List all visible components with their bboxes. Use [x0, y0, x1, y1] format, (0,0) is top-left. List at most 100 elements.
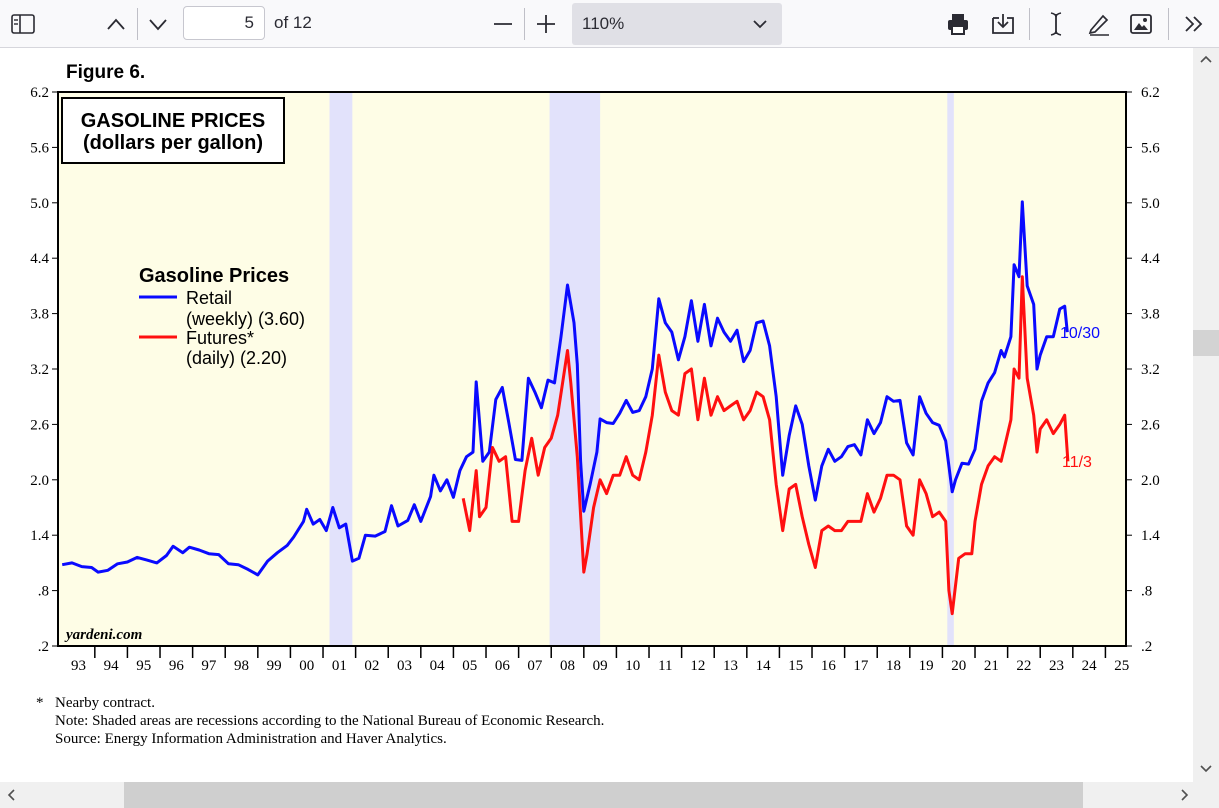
futures-end-label: 11/3 [1062, 454, 1092, 471]
x-tick-label: 99 [267, 658, 282, 674]
legend-title: Gasoline Prices [139, 265, 289, 287]
zoom-out-button[interactable] [491, 12, 515, 36]
x-tick-label: 96 [169, 658, 185, 674]
x-tick-label: 24 [1082, 658, 1098, 674]
page-number-input[interactable] [183, 6, 265, 40]
pdf-toolbar: of 12 110% [0, 0, 1219, 48]
x-tick-label: 10 [625, 658, 640, 674]
recession-band [549, 92, 601, 646]
draw-tool-button[interactable] [1086, 11, 1112, 37]
zoom-select[interactable]: 110% [572, 3, 782, 45]
x-tick-label: 95 [136, 658, 151, 674]
x-tick-label: 08 [560, 658, 575, 674]
x-tick-label: 17 [853, 658, 869, 674]
y-tick-label-right: 2.6 [1141, 417, 1160, 433]
y-tick-label-right: 4.4 [1141, 251, 1160, 267]
footnote-note: Note: Shaded areas are recessions accord… [55, 713, 604, 729]
toolbar-divider [137, 8, 138, 40]
scroll-down-arrow-icon[interactable] [1200, 762, 1212, 777]
chart-subtitle: (dollars per gallon) [83, 132, 263, 154]
x-tick-label: 15 [788, 658, 803, 674]
chevron-down-icon [149, 19, 167, 31]
y-tick-label-right: 6.2 [1141, 85, 1160, 101]
legend-label-retail: Retail [186, 288, 232, 308]
pen-icon [1088, 14, 1109, 36]
y-tick-label-left: 3.8 [30, 307, 49, 323]
x-tick-label: 07 [527, 658, 543, 674]
x-tick-label: 06 [495, 658, 511, 674]
page-count-label: of 12 [274, 13, 312, 32]
image-tool-button[interactable] [1128, 11, 1154, 37]
retail-price-line [61, 200, 1069, 577]
chart-layer: 6.2 6.2 5.6 5.6 5.0 5.0 4.4 4.4 3.8 3.8 3.2 3.2 2.6 2… [30, 85, 1160, 674]
x-tick-label: 03 [397, 658, 412, 674]
x-tick-label: 13 [723, 658, 738, 674]
retail-end-label: 10/30 [1060, 325, 1100, 342]
y-tick-label-left: .8 [38, 584, 49, 600]
horizontal-scroll-thumb[interactable] [124, 782, 1083, 808]
x-tick-label: 14 [756, 658, 772, 674]
x-tick-label: 09 [593, 658, 608, 674]
y-tick-label-right: 5.6 [1141, 140, 1160, 156]
x-tick-label: 11 [658, 658, 672, 674]
x-tick-label: 01 [332, 658, 347, 674]
y-tick-label-right: .2 [1141, 639, 1152, 655]
legend-sublabel-futures: (daily) (2.20) [186, 348, 287, 368]
toolbar-divider [524, 8, 525, 40]
y-tick-label-left: 2.0 [30, 473, 49, 489]
print-button[interactable] [945, 11, 971, 37]
x-tick-label: 22 [1016, 658, 1031, 674]
figure-6-chart: Figure 6. 6.2 6.2 5.6 5.6 5.0 5.0 4.4 4.4 3.8 3.8… [30, 62, 1160, 747]
text-cursor-icon [1050, 12, 1062, 36]
x-tick-label: 18 [886, 658, 901, 674]
text-tool-button[interactable] [1044, 11, 1068, 37]
vertical-scrollbar[interactable] [1193, 48, 1219, 782]
plot-frame [57, 91, 1127, 647]
x-tick-label: 23 [1049, 658, 1064, 674]
figure-label: Figure 6. [66, 62, 145, 83]
y-tick-label-left: .2 [38, 639, 49, 655]
sidebar-toggle-icon[interactable] [10, 12, 36, 36]
plus-icon [537, 15, 555, 33]
x-tick-label: 02 [364, 658, 379, 674]
image-icon [1130, 14, 1152, 34]
x-tick-label: 21 [984, 658, 999, 674]
y-tick-label-right: 3.8 [1141, 307, 1160, 323]
x-tick-label: 05 [462, 658, 477, 674]
chart-title-box [61, 97, 285, 164]
x-tick-label: 93 [71, 658, 86, 674]
scroll-left-arrow-icon[interactable] [6, 789, 16, 804]
y-tick-label-left: 2.6 [30, 417, 49, 433]
chevron-down-icon [753, 20, 767, 29]
more-tools-button[interactable] [1181, 12, 1207, 36]
vertical-scroll-thumb[interactable] [1193, 330, 1219, 356]
zoom-value: 110% [582, 14, 625, 33]
footnote-source: Source: Energy Information Administratio… [55, 731, 447, 747]
x-tick-label: 19 [919, 658, 934, 674]
chart-title: GASOLINE PRICES [81, 110, 265, 132]
y-tick-label-right: 3.2 [1141, 362, 1160, 378]
legend-sublabel-retail: (weekly) (3.60) [186, 309, 305, 329]
scroll-up-arrow-icon[interactable] [1200, 52, 1212, 67]
minus-icon [494, 23, 512, 25]
horizontal-scrollbar[interactable] [0, 782, 1219, 808]
chevron-up-icon [107, 18, 125, 30]
save-button[interactable] [989, 11, 1017, 37]
y-tick-label-right: 2.0 [1141, 473, 1160, 489]
double-chevron-right-icon [1185, 16, 1203, 32]
x-tick-label: 12 [690, 658, 705, 674]
download-icon [992, 14, 1014, 34]
next-page-button[interactable] [146, 12, 170, 36]
printer-icon [948, 14, 968, 35]
y-tick-label-right: .8 [1141, 584, 1152, 600]
x-tick-label: 25 [1114, 658, 1129, 674]
recession-band [329, 92, 353, 646]
watermark-text: yardeni.com [64, 627, 142, 643]
document-viewport: Figure 6. 6.2 6.2 5.6 5.6 5.0 5.0 4.4 4.4 3.8 3.8… [0, 48, 1193, 782]
y-tick-label-left: 5.6 [30, 140, 49, 156]
scroll-right-arrow-icon[interactable] [1180, 789, 1190, 804]
zoom-in-button[interactable] [534, 12, 558, 36]
previous-page-button[interactable] [104, 12, 128, 36]
toolbar-divider [1168, 8, 1169, 40]
y-tick-label-left: 3.2 [30, 362, 49, 378]
